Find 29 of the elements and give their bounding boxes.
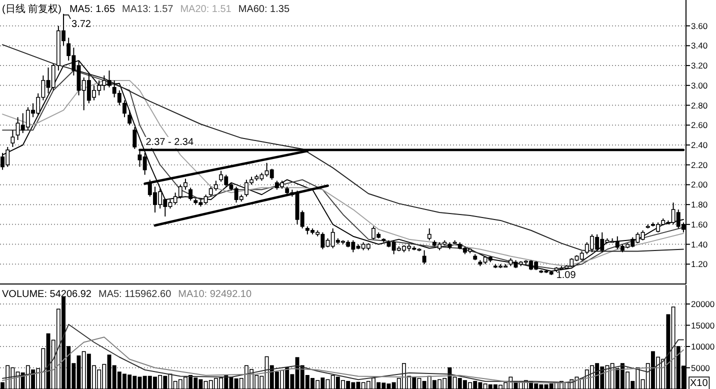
annotation: 3.72 <box>72 18 92 30</box>
y-tick-label: 15000 <box>691 320 715 330</box>
text: MA10: 92492.10 <box>178 289 252 300</box>
y-tick-label: 1.60 <box>691 219 708 230</box>
series-label: VOLUME: 54206.92 <box>2 289 92 300</box>
y-tick-label: 1.80 <box>691 200 708 210</box>
y-tick-label: 3.40 <box>691 40 708 51</box>
y-tick-label: 2.40 <box>691 140 708 150</box>
text: MA60: 1.35 <box>238 4 290 15</box>
y-axis-title: X10 <box>690 378 708 389</box>
y-tick-label: 3.20 <box>691 60 708 71</box>
y-tick-label: 2.20 <box>691 160 708 170</box>
y-tick-label: 20000 <box>691 299 715 309</box>
y-tick-label: 2.80 <box>691 100 708 110</box>
y-tick-label: 2.00 <box>691 180 708 190</box>
y-tick-label: 1.40 <box>691 239 708 250</box>
y-tick-label: 2.60 <box>691 120 708 130</box>
chart-title: (日线 前复权) <box>2 3 62 15</box>
text: MA20: 1.51 <box>180 4 232 15</box>
y-tick-label: 5000 <box>691 362 710 373</box>
text: MA5: 115962.60 <box>98 289 172 300</box>
text: MA5: 1.65 <box>69 4 116 15</box>
annotation: 2.37 - 2.34 <box>146 136 194 148</box>
y-tick-label: 1.20 <box>691 259 708 270</box>
annotation: 1.09 <box>556 270 576 282</box>
y-tick-label: 3.00 <box>691 80 708 90</box>
y-tick-label: 3.60 <box>691 20 708 31</box>
y-tick-label: 10000 <box>691 342 715 352</box>
text: MA13: 1.57 <box>122 4 174 15</box>
